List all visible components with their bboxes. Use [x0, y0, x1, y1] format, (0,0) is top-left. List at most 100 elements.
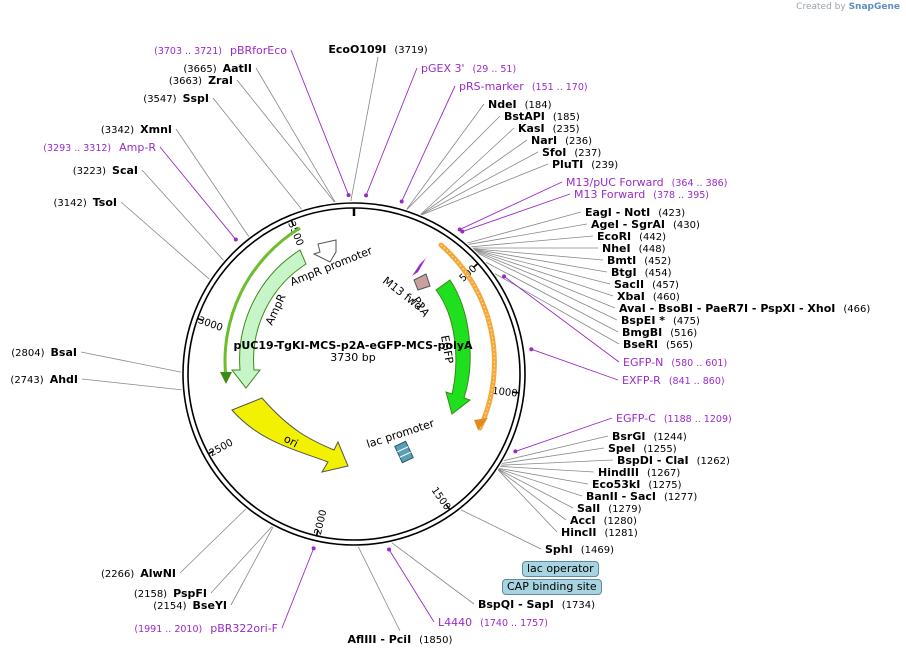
ruler-tick: [315, 529, 319, 536]
primer-site-mark: [513, 449, 518, 454]
primer-label[interactable]: pGEX 3' (29 .. 51): [421, 62, 516, 75]
primer-label[interactable]: EGFP-N (580 .. 601): [623, 356, 727, 369]
primer-label[interactable]: EGFP-C (1188 .. 1209): [616, 412, 732, 425]
primer-range: (1740 .. 1757): [480, 618, 548, 629]
enzyme-label[interactable]: SalI (1279): [577, 502, 642, 515]
enzyme-leader-line: [175, 128, 250, 237]
ruler-tick-label: 2500: [208, 437, 236, 459]
enzyme-label[interactable]: EagI - NotI (423): [585, 206, 685, 219]
ruler-tick: [208, 450, 215, 455]
enzyme-label[interactable]: BsrGI (1244): [612, 430, 687, 443]
enzyme-label[interactable]: HincII (1281): [561, 526, 638, 539]
enzyme-label[interactable]: AgeI - SgrAI (430): [591, 218, 700, 231]
enzyme-leader-line: [358, 546, 401, 632]
primer-range: (378 .. 395): [653, 190, 709, 201]
enzyme-position: (3547): [143, 94, 176, 105]
primer-site-mark: [346, 193, 351, 198]
enzyme-label[interactable]: BspEI * (475): [621, 314, 700, 327]
primer-label[interactable]: (3703 .. 3721) pBRforEco: [154, 44, 287, 57]
enzyme-name: HincII: [561, 526, 597, 539]
enzyme-label[interactable]: HindIII (1267): [598, 466, 680, 479]
enzyme-leader-line: [501, 459, 614, 466]
enzyme-name: AvaI - BsoBI - PaeR7I - PspXI - XhoI: [619, 302, 835, 315]
primer-label[interactable]: L4440 (1740 .. 1757): [438, 616, 548, 629]
enzyme-leader-line: [500, 466, 595, 473]
enzyme-leader-line: [420, 139, 528, 215]
enzyme-name: EagI - NotI: [585, 206, 650, 219]
enzyme-leader-line: [230, 526, 274, 606]
primer-site-mark: [529, 347, 534, 352]
primer-label[interactable]: M13 Forward (378 .. 395): [574, 188, 709, 201]
enzyme-label[interactable]: SacII (457): [614, 278, 679, 291]
enzyme-label[interactable]: (2804) BsaI: [11, 346, 77, 359]
enzyme-label[interactable]: NdeI (184): [488, 98, 552, 111]
cap-binding-site-tag[interactable]: CAP binding site: [502, 579, 602, 595]
ruler-tick: [290, 220, 295, 227]
enzyme-label[interactable]: AccI (1280): [570, 514, 637, 527]
enzyme-position: (1244): [653, 432, 686, 443]
enzyme-label[interactable]: NarI (236): [531, 134, 592, 147]
enzyme-label[interactable]: EcoO109I (3719): [328, 43, 427, 56]
enzyme-position: (184): [525, 100, 552, 111]
enzyme-label[interactable]: BtgI (454): [611, 266, 672, 279]
enzyme-position: (565): [666, 340, 693, 351]
egfp-outer-arrowhead: [474, 418, 488, 430]
enzyme-label[interactable]: (3142) TsoI: [53, 196, 117, 209]
enzyme-label[interactable]: BspQI - SapI (1734): [478, 598, 595, 611]
primer-label[interactable]: EXFP-R (841 .. 860): [622, 374, 725, 387]
enzyme-name: AgeI - SgrAI: [591, 218, 665, 231]
enzyme-position: (185): [553, 112, 580, 123]
enzyme-label[interactable]: AvaI - BsoBI - PaeR7I - PspXI - XhoI (466…: [619, 302, 870, 315]
lac-operator-tag[interactable]: lac operator: [522, 561, 599, 577]
enzyme-label[interactable]: SpeI (1255): [608, 442, 677, 455]
enzyme-position: (1279): [608, 504, 641, 515]
enzyme-position: (2804): [11, 348, 44, 359]
enzyme-label[interactable]: PluTI (239): [552, 158, 618, 171]
enzyme-leader-line: [471, 235, 594, 248]
enzyme-label[interactable]: XbaI (460): [617, 290, 680, 303]
enzyme-label[interactable]: NheI (448): [602, 242, 666, 255]
primer-name: pRS-marker: [459, 80, 524, 93]
enzyme-label[interactable]: BstAPI (185): [504, 110, 580, 123]
enzyme-leader-line: [80, 351, 182, 373]
enzyme-label[interactable]: (3547) SspI: [143, 92, 209, 105]
enzyme-label[interactable]: Eco53kI (1275): [592, 478, 682, 491]
egfp-arrow: [435, 279, 472, 415]
primer-leader-line: [281, 548, 315, 629]
enzyme-label[interactable]: (2266) AlwNI: [101, 567, 176, 580]
enzyme-label[interactable]: BseRI (565): [623, 338, 693, 351]
enzyme-leader-line: [498, 468, 583, 497]
enzyme-position: (460): [653, 292, 680, 303]
enzyme-label[interactable]: (2743) AhdI: [10, 373, 78, 386]
primer-name: EGFP-C: [616, 412, 656, 425]
p2a-feature: [413, 273, 431, 291]
enzyme-label[interactable]: (2154) BseYI: [153, 599, 227, 612]
primer-label[interactable]: pRS-marker (151 .. 170): [459, 80, 588, 93]
features: [230, 239, 472, 473]
enzyme-name: NheI: [602, 242, 631, 255]
enzyme-label[interactable]: (3342) XmnI: [101, 123, 172, 136]
ori-label: ori: [282, 432, 301, 450]
enzyme-label[interactable]: AflIII - PciI (1850): [348, 633, 453, 646]
primer-label[interactable]: (3293 .. 3312) Amp-R: [43, 141, 156, 154]
enzyme-position: (1469): [581, 545, 614, 556]
primer-site-mark: [399, 199, 404, 204]
primer-label[interactable]: M13/pUC Forward (364 .. 386): [566, 176, 727, 189]
enzyme-label[interactable]: (3223) ScaI: [73, 164, 138, 177]
enzyme-label[interactable]: SfoI (237): [542, 146, 601, 159]
enzyme-label[interactable]: (2158) PspFI: [134, 587, 207, 600]
enzyme-label[interactable]: (3663) ZraI: [169, 74, 233, 87]
enzyme-position: (475): [673, 316, 700, 327]
enzyme-leader-line: [350, 56, 379, 202]
enzyme-label[interactable]: BanII - SacI (1277): [586, 490, 697, 503]
enzyme-label[interactable]: (3665) AatII: [183, 62, 252, 75]
enzyme-label[interactable]: EcoRI (442): [597, 230, 666, 243]
enzyme-label[interactable]: BmtI (452): [607, 254, 671, 267]
primer-name: M13 Forward: [574, 188, 645, 201]
enzyme-label[interactable]: SphI (1469): [545, 543, 614, 556]
enzyme-label[interactable]: KasI (235): [518, 122, 580, 135]
enzyme-label[interactable]: BmgBI (516): [622, 326, 697, 339]
primer-label[interactable]: (1991 .. 2010) pBR322ori-F: [134, 622, 278, 635]
ampr-arrow: [230, 249, 307, 389]
enzyme-label[interactable]: BspDI - ClaI (1262): [617, 454, 730, 467]
